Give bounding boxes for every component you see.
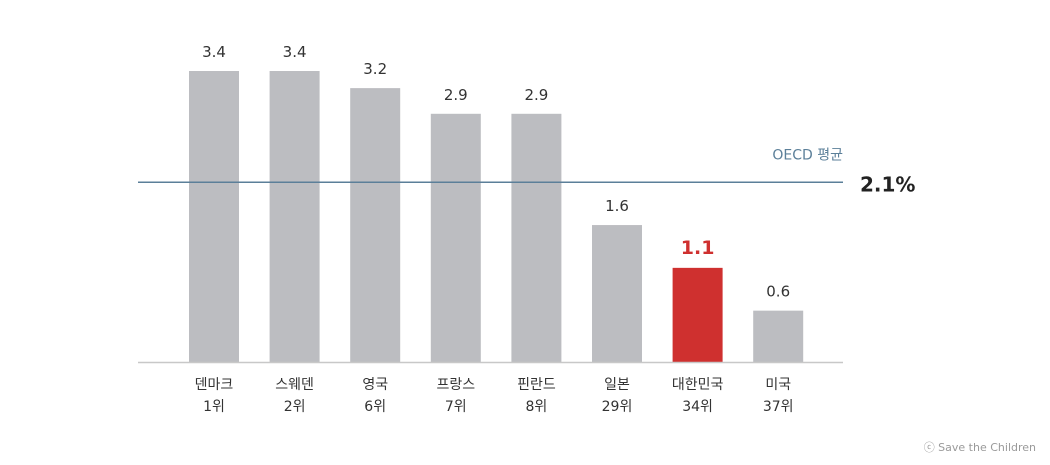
value-label: 2.9 <box>524 86 548 104</box>
value-label: 1.6 <box>605 197 629 215</box>
bar <box>189 71 239 362</box>
rank-label: 29위 <box>602 399 633 415</box>
category-label: 프랑스 <box>436 377 475 393</box>
rank-label: 7위 <box>445 399 467 415</box>
value-label: 3.4 <box>202 43 226 61</box>
category-label: 미국 <box>765 377 791 393</box>
bar <box>753 310 804 362</box>
category-label: 덴마크 <box>195 377 234 393</box>
value-label: 0.6 <box>766 283 790 301</box>
bar-highlight <box>672 267 723 362</box>
value-label: 1.1 <box>681 237 715 259</box>
category-labels-group: 덴마크 1위 스웨덴 2위 영국 6위 프랑스 7위 핀란드 8위 일본 29위 대한민국 34위 미국 37… <box>195 377 794 415</box>
bar <box>430 113 481 362</box>
category-label: 대한민국 <box>672 377 724 393</box>
source-credit: ⓒ Save the Children <box>923 441 1036 454</box>
bar <box>269 71 320 362</box>
rank-label: 2위 <box>284 399 306 415</box>
oecd-average-value: 2.1% <box>860 172 915 196</box>
bar <box>592 225 642 362</box>
bars-group <box>189 71 804 362</box>
value-labels-group: 3.4 3.4 3.2 2.9 2.9 1.6 1.1 0.6 <box>202 43 790 301</box>
oecd-average-label: OECD 평균 <box>772 147 843 163</box>
category-label: 일본 <box>604 377 630 393</box>
value-label: 2.9 <box>444 86 468 104</box>
rank-label: 8위 <box>526 399 548 415</box>
bar <box>350 88 401 362</box>
value-label: 3.4 <box>283 43 307 61</box>
rank-label: 34위 <box>682 399 713 415</box>
bar <box>511 113 562 362</box>
category-label: 스웨덴 <box>275 377 314 393</box>
rank-label: 6위 <box>364 399 386 415</box>
rank-label: 37위 <box>763 399 794 415</box>
category-label: 핀란드 <box>517 377 556 393</box>
value-label: 3.2 <box>363 60 387 78</box>
category-label: 영국 <box>362 377 388 393</box>
rank-label: 1위 <box>203 399 225 415</box>
